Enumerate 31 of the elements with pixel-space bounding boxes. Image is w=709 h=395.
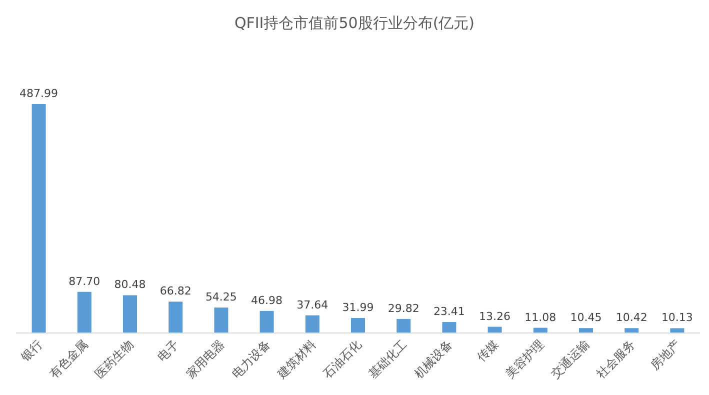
data-label: 31.99 [342,300,374,314]
x-tick-label: 社会服务 [594,337,638,382]
x-tick-label: 银行 [17,337,45,365]
data-label: 46.98 [251,294,283,307]
data-label: 13.26 [479,310,511,323]
data-label: 29.82 [388,302,420,316]
x-tick-label: 美容护理 [502,337,547,382]
data-label: 37.64 [296,298,328,312]
data-label: 66.82 [160,284,192,298]
data-label: 80.48 [114,278,146,292]
data-label: 54.25 [205,290,237,304]
x-tick-label: 医药生物 [92,337,136,382]
title: QFII持仓市值前50股行业分布(亿元) [234,14,475,32]
data-label: 10.42 [616,311,648,324]
x-tick-label: 电子 [154,337,182,364]
data-label: 487.99 [20,87,58,100]
x-tick-label: 传媒 [474,337,501,364]
data-label: 10.45 [570,311,602,324]
x-tick-label: 电力设备 [229,337,273,382]
data-label: 10.13 [661,311,693,324]
x-tick-label: 建筑材料 [274,337,319,382]
x-tick-label: 房地产 [648,337,684,373]
data-label: 23.41 [433,305,465,318]
x-tick-label: 交通运输 [548,337,592,382]
data-label: 11.08 [524,310,556,324]
data-label: 87.70 [68,274,100,288]
x-tick-label: 家用电器 [183,337,228,382]
x-tick-label: 有色金属 [46,337,91,382]
x-tick-label: 基础化工 [366,337,410,382]
x-tick-label: 机械设备 [411,337,456,382]
x-tick-label: 石油石化 [320,337,364,382]
